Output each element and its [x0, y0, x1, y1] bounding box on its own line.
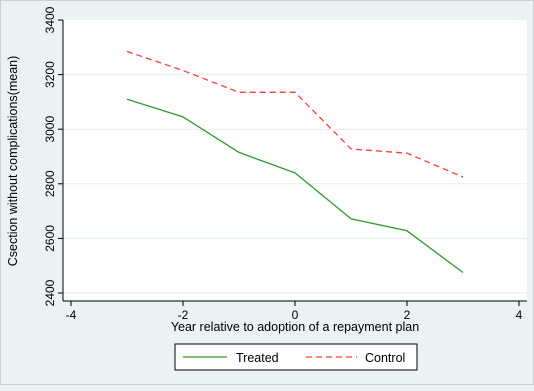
y-tick-label-5: 3400: [43, 6, 57, 33]
y-tick-label-2: 2800: [43, 170, 57, 197]
x-tick-label-0: -4: [66, 308, 77, 322]
y-tick-label-0: 2400: [43, 279, 57, 306]
legend-label-control: Control: [365, 351, 405, 365]
y-tick-label-3: 3000: [43, 116, 57, 143]
y-tick-label-1: 2600: [43, 225, 57, 252]
y-tick-label-4: 3200: [43, 61, 57, 88]
x-axis-title: Year relative to adoption of a repayment…: [171, 320, 419, 334]
x-tick-label-4: 4: [516, 308, 523, 322]
plot-area: [63, 20, 527, 301]
legend-label-treated: Treated: [236, 351, 279, 365]
y-axis-title: Csection without complications(mean): [6, 56, 20, 267]
legend: Treated Control: [175, 344, 417, 370]
